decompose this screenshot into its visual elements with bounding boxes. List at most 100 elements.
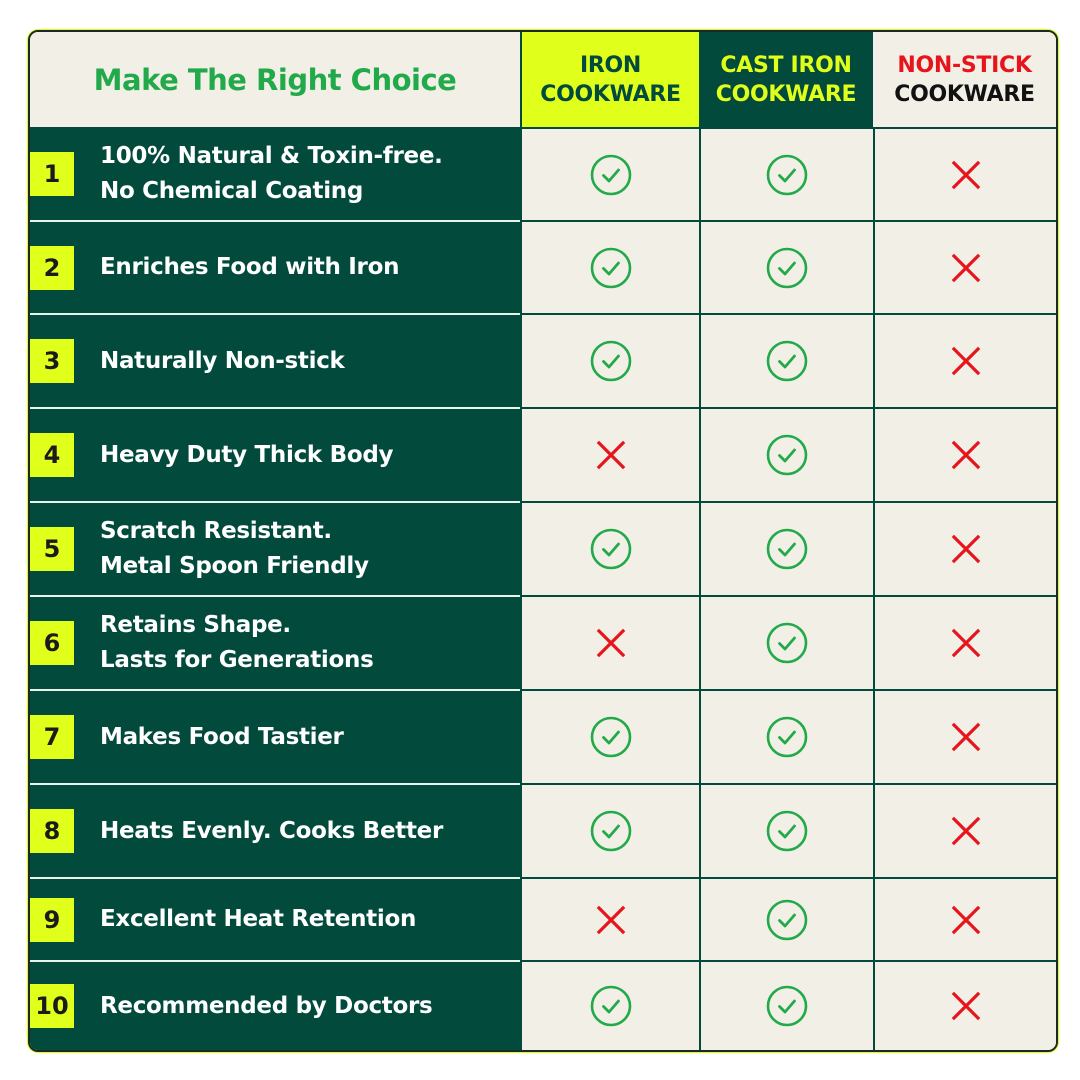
cell-iron [520, 595, 699, 689]
cell-non-stick [873, 407, 1056, 501]
cross-icon [945, 247, 987, 289]
feature-text-line: Metal Spoon Friendly [100, 553, 369, 579]
cell-cast-iron [699, 877, 873, 960]
cell-cast-iron [699, 407, 873, 501]
cross-icon [945, 154, 987, 196]
column-header-cast-iron: CAST IRON COOKWARE [699, 32, 873, 127]
check-circle-icon [590, 340, 632, 382]
cell-cast-iron [699, 783, 873, 877]
feature-row-label: 4 Heavy Duty Thick Body [30, 407, 520, 501]
cell-cast-iron [699, 501, 873, 595]
table-title: Make The Right Choice [30, 32, 520, 127]
feature-row-label: 5 Scratch Resistant. Metal Spoon Friendly [30, 501, 520, 595]
row-number-badge: 3 [30, 339, 74, 383]
row-number-badge: 10 [30, 984, 74, 1028]
check-circle-icon [766, 716, 808, 758]
cell-iron [520, 689, 699, 783]
check-circle-icon [590, 810, 632, 852]
feature-text: Naturally Non-stick [100, 344, 345, 379]
check-circle-icon [590, 247, 632, 289]
feature-row-label: 8 Heats Evenly. Cooks Better [30, 783, 520, 877]
feature-text-line: No Chemical Coating [100, 177, 364, 204]
cell-iron [520, 501, 699, 595]
cell-non-stick [873, 595, 1056, 689]
cell-iron [520, 407, 699, 501]
cross-icon [945, 434, 987, 476]
check-circle-icon [766, 810, 808, 852]
cell-iron [520, 960, 699, 1050]
check-circle-icon [766, 622, 808, 664]
cell-iron [520, 783, 699, 877]
cell-iron [520, 220, 699, 313]
cell-cast-iron [699, 960, 873, 1050]
check-circle-icon [590, 528, 632, 570]
feature-text: Retains Shape. Lasts for Generations [100, 608, 374, 678]
check-circle-icon [590, 154, 632, 196]
row-number-badge: 2 [30, 245, 74, 290]
feature-text: Heavy Duty Thick Body [100, 438, 394, 473]
cross-icon [945, 528, 987, 570]
feature-text: Excellent Heat Retention [100, 902, 416, 937]
feature-text: Heats Evenly. Cooks Better [100, 814, 443, 849]
column-header-line: IRON [579, 52, 642, 78]
cell-non-stick [873, 220, 1056, 313]
cell-non-stick [873, 127, 1056, 220]
cell-iron [520, 877, 699, 960]
row-number-badge: 7 [30, 715, 74, 759]
cell-iron [520, 127, 699, 220]
cell-non-stick [873, 783, 1056, 877]
check-circle-icon [766, 247, 808, 289]
cross-icon [590, 434, 632, 476]
cell-cast-iron [699, 313, 873, 407]
cell-cast-iron [699, 595, 873, 689]
cell-iron [520, 313, 699, 407]
feature-text: Enriches Food with Iron [100, 250, 399, 285]
check-circle-icon [590, 716, 632, 758]
feature-row-label: 10 Recommended by Doctors [30, 960, 520, 1050]
row-number-badge: 8 [30, 809, 74, 853]
check-circle-icon [590, 985, 632, 1027]
column-header-line: CAST IRON [720, 52, 852, 78]
feature-text-line: Enriches Food with Iron [100, 254, 400, 280]
cell-non-stick [873, 877, 1056, 960]
comparison-table: Make The Right Choice IRON COOKWARE CAST… [28, 30, 1058, 1052]
cross-icon [945, 622, 987, 664]
feature-text: Makes Food Tastier [100, 720, 344, 755]
feature-row-label: 1 100% Natural & Toxin-free. No Chemical C… [30, 127, 520, 220]
feature-row-label: 2 Enriches Food with Iron [30, 220, 520, 313]
cell-cast-iron [699, 689, 873, 783]
feature-row-label: 3 Naturally Non-stick [30, 313, 520, 407]
cell-cast-iron [699, 220, 873, 313]
feature-row-label: 6 Retains Shape. Lasts for Generations [30, 595, 520, 689]
row-number-badge: 6 [30, 621, 74, 665]
column-header-line: COOKWARE [715, 81, 857, 107]
row-number-badge: 4 [30, 433, 74, 477]
check-circle-icon [766, 434, 808, 476]
check-circle-icon [766, 154, 808, 196]
feature-row-label: 9 Excellent Heat Retention [30, 877, 520, 960]
feature-text: Scratch Resistant. Metal Spoon Friendly [100, 514, 369, 584]
feature-text-line: Recommended by Doctors [100, 992, 433, 1019]
feature-text-line: Heavy Duty Thick Body [100, 441, 394, 468]
feature-text-line: Retains Shape. [100, 612, 291, 638]
cell-cast-iron [699, 127, 873, 220]
column-header-line: NON-STICK [897, 52, 1032, 78]
cell-non-stick [873, 501, 1056, 595]
feature-text-line: Scratch Resistant. [100, 518, 332, 544]
check-circle-icon [766, 899, 808, 941]
feature-text-line: Excellent Heat Retention [100, 906, 417, 932]
cross-icon [945, 340, 987, 382]
cross-icon [945, 899, 987, 941]
column-header-non-stick: NON-STICK COOKWARE [873, 32, 1056, 127]
feature-text-line: 100% Natural & Toxin-free. [100, 142, 443, 169]
feature-text-line: Heats Evenly. Cooks Better [100, 817, 443, 844]
cross-icon [945, 985, 987, 1027]
feature-text-line: Naturally Non-stick [100, 347, 345, 374]
cross-icon [590, 622, 632, 664]
cross-icon [945, 810, 987, 852]
feature-text-line: Makes Food Tastier [100, 723, 344, 750]
column-header-line: COOKWARE [540, 81, 681, 107]
feature-row-label: 7 Makes Food Tastier [30, 689, 520, 783]
feature-text: Recommended by Doctors [100, 989, 433, 1024]
cell-non-stick [873, 313, 1056, 407]
